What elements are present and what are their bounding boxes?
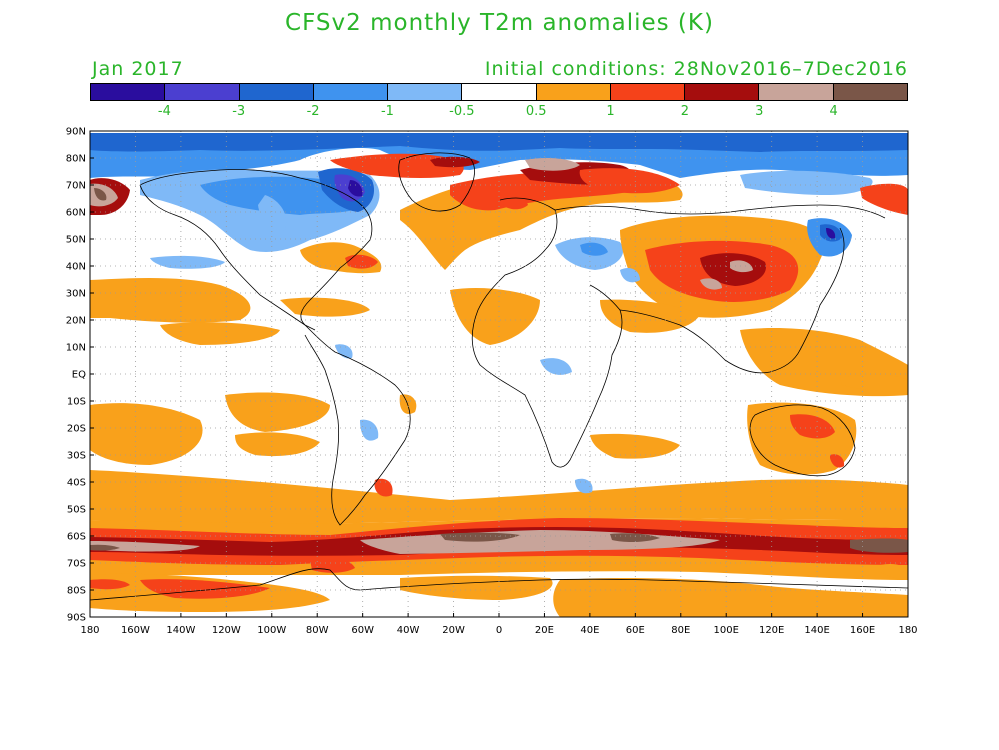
longitude-axis: 180 160W 140W 120W 100W 80W 60W 40W 20W 0 20E 40E 60… — [80, 613, 918, 636]
color-legend — [90, 83, 908, 101]
lat-tick-label: 70N — [66, 181, 86, 192]
lat-tick-label: 30N — [66, 289, 86, 300]
legend-swatch — [313, 84, 389, 100]
legend-tick-label: 1 — [606, 104, 615, 119]
map-title: CFSv2 monthly T2m anomalies (K) — [285, 10, 714, 36]
lon-tick-label: 0 — [496, 625, 502, 636]
lat-tick-label: 50S — [67, 505, 86, 516]
legend-swatch — [685, 84, 760, 100]
latitude-axis: 90N 80N 70N 60N 50N 40N 30N 20N 10N EQ 10S 20S 30S 40… — [66, 127, 94, 624]
legend-labels: -4 -3 -2 -1 -0.5 0.5 1 2 3 4 — [90, 104, 908, 120]
legend-tick-label: -3 — [232, 104, 246, 119]
lat-tick-label: 30S — [67, 451, 86, 462]
lat-tick-label: 80S — [67, 586, 86, 597]
legend-swatch — [165, 84, 240, 100]
lon-tick-label: 100W — [257, 625, 286, 636]
legend-swatch — [462, 84, 537, 100]
lat-tick-label: 50N — [66, 235, 86, 246]
coastlines — [90, 152, 908, 601]
initial-conditions: Initial conditions: 28Nov2016–7Dec2016 — [484, 58, 908, 80]
forecast-month: Jan 2017 — [92, 58, 184, 80]
lon-tick-label: 20E — [535, 625, 554, 636]
lon-tick-label: 80E — [671, 625, 690, 636]
lon-tick-label: 120W — [212, 625, 241, 636]
lon-tick-label: 180 — [80, 625, 99, 636]
legend-swatch — [610, 84, 686, 100]
lat-tick-label: 80N — [66, 154, 86, 165]
lon-tick-label: 140E — [804, 625, 829, 636]
lat-tick-label: 90S — [67, 613, 86, 624]
legend-tick-label: 4 — [829, 104, 838, 119]
lon-tick-label: 40E — [580, 625, 599, 636]
legend-tick-label: 3 — [755, 104, 764, 119]
legend-swatch — [833, 84, 907, 100]
lat-tick-label: EQ — [72, 370, 86, 381]
lon-tick-label: 160E — [850, 625, 875, 636]
lat-tick-label: 20S — [67, 424, 86, 435]
lon-tick-label: 60W — [351, 625, 374, 636]
lat-tick-label: 90N — [66, 127, 86, 138]
legend-swatch — [759, 84, 834, 100]
lon-tick-label: 40W — [397, 625, 420, 636]
legend-tick-label: -4 — [157, 104, 171, 119]
lat-tick-label: 10N — [66, 343, 86, 354]
lat-tick-label: 20N — [66, 316, 86, 327]
lon-tick-label: 160W — [121, 625, 150, 636]
legend-tick-label: 0.5 — [525, 104, 547, 119]
lon-tick-label: 100E — [714, 625, 739, 636]
lon-tick-label: 60E — [626, 625, 645, 636]
legend-tick-label: -1 — [380, 104, 394, 119]
legend-tick-label: -0.5 — [449, 104, 475, 119]
lat-tick-label: 60N — [66, 208, 86, 219]
lon-tick-label: 180 — [898, 625, 917, 636]
lon-tick-label: 80W — [306, 625, 329, 636]
lon-tick-label: 140W — [166, 625, 195, 636]
legend-swatch — [239, 84, 314, 100]
lat-tick-label: 60S — [67, 532, 86, 543]
lat-tick-label: 40S — [67, 478, 86, 489]
lon-tick-label: 120E — [759, 625, 784, 636]
lat-tick-label: 70S — [67, 559, 86, 570]
legend-tick-label: -2 — [306, 104, 320, 119]
lon-tick-label: 20W — [442, 625, 465, 636]
lat-tick-label: 40N — [66, 262, 86, 273]
graticule — [90, 131, 908, 617]
legend-swatch — [536, 84, 611, 100]
legend-tick-label: 2 — [680, 104, 690, 119]
legend-swatch — [91, 84, 166, 100]
lat-tick-label: 10S — [67, 397, 86, 408]
legend-swatch — [388, 84, 463, 100]
